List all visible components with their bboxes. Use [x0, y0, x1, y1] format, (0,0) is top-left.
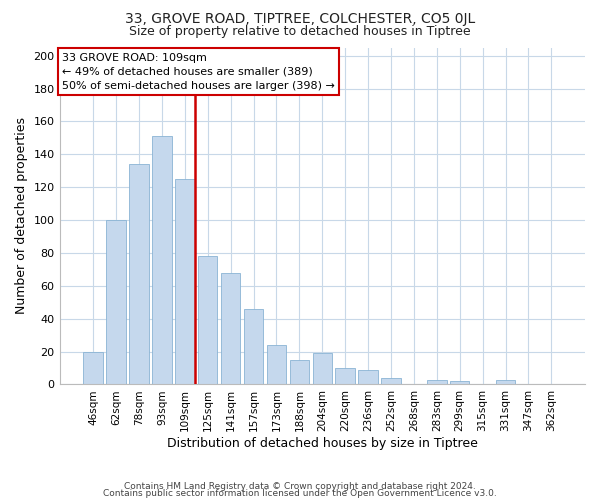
- Bar: [358, 370, 378, 384]
- Text: Contains HM Land Registry data © Crown copyright and database right 2024.: Contains HM Land Registry data © Crown c…: [124, 482, 476, 491]
- Bar: [221, 272, 241, 384]
- Text: 33, GROVE ROAD, TIPTREE, COLCHESTER, CO5 0JL: 33, GROVE ROAD, TIPTREE, COLCHESTER, CO5…: [125, 12, 475, 26]
- Bar: [106, 220, 126, 384]
- Bar: [427, 380, 446, 384]
- Bar: [83, 352, 103, 384]
- Bar: [290, 360, 309, 384]
- Y-axis label: Number of detached properties: Number of detached properties: [15, 118, 28, 314]
- Bar: [496, 380, 515, 384]
- Bar: [450, 381, 469, 384]
- Bar: [129, 164, 149, 384]
- Bar: [198, 256, 217, 384]
- Text: 33 GROVE ROAD: 109sqm
← 49% of detached houses are smaller (389)
50% of semi-det: 33 GROVE ROAD: 109sqm ← 49% of detached …: [62, 52, 335, 90]
- Bar: [313, 353, 332, 384]
- Bar: [175, 179, 194, 384]
- Bar: [381, 378, 401, 384]
- Text: Size of property relative to detached houses in Tiptree: Size of property relative to detached ho…: [129, 25, 471, 38]
- Bar: [152, 136, 172, 384]
- Bar: [335, 368, 355, 384]
- Bar: [267, 345, 286, 385]
- Text: Contains public sector information licensed under the Open Government Licence v3: Contains public sector information licen…: [103, 490, 497, 498]
- X-axis label: Distribution of detached houses by size in Tiptree: Distribution of detached houses by size …: [167, 437, 478, 450]
- Bar: [244, 309, 263, 384]
